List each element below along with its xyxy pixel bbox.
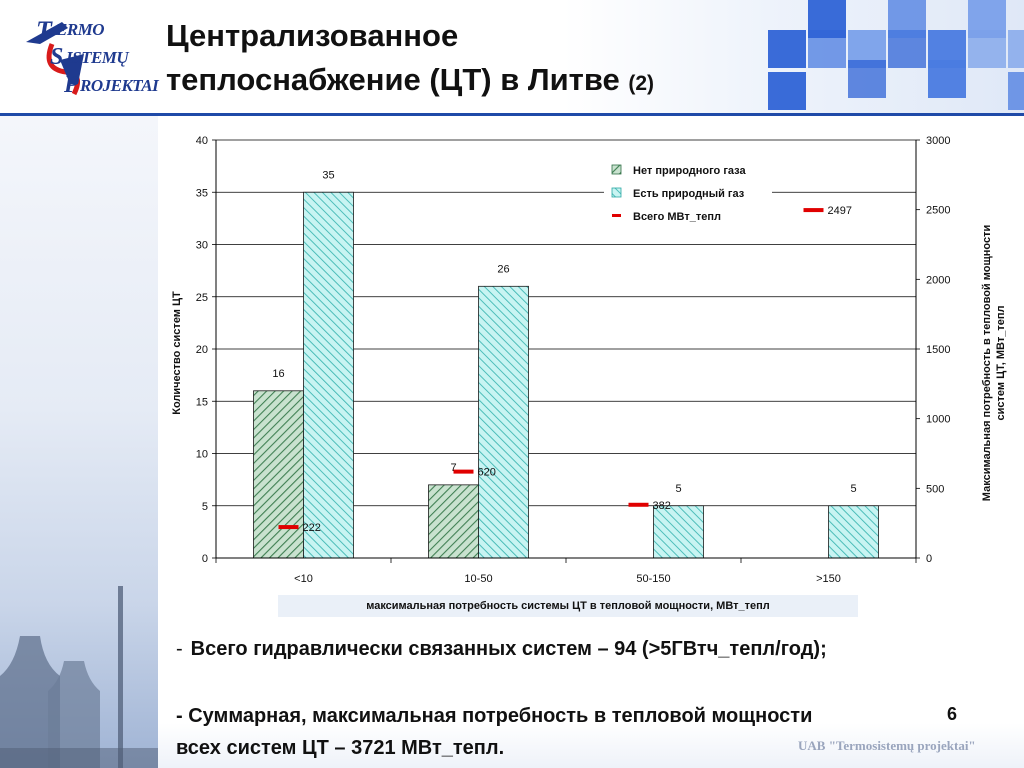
decorative-square [928,60,966,98]
title-suffix: (2) [628,72,655,95]
bar-no-gas [428,484,479,559]
bar-no-gas [253,390,304,559]
page-number: 6 [947,704,958,724]
y-axis-left-label: Количество систем ЦТ [171,291,183,415]
chart-panel: 16 35 7 26 5 5 222 620 382 2497 0 5 10 15 20 25 30 35 40… [164,128,1024,618]
logo-word-3: ROJEKTAI [80,76,159,95]
bullet-total-capacity: - Суммарная, максимальная потребность в … [176,700,1006,764]
y-left-tick-label: 25 [196,292,208,304]
y-right-tick-label: 2000 [926,274,950,286]
y-left-tick-label: 15 [196,396,208,408]
y-right-tick-label: 500 [926,483,944,495]
y-right-tick-label: 1000 [926,414,950,426]
total-capacity-marker [278,525,299,530]
x-axis-title: максимальная потребность системы ЦТ в те… [366,600,770,612]
bar-gas [478,285,529,559]
header-divider [0,113,1024,116]
decorative-square [768,72,806,110]
legend-label-no-gas: Нет природного газа [633,165,746,177]
page-title: Централизованное теплоснабжение (ЦТ) в Л… [166,14,766,106]
legend-label-gas: Есть природный газ [633,188,745,200]
y-left-tick-label: 35 [196,187,208,199]
bar-gas [303,191,354,559]
total-capacity-marker [628,502,649,507]
total-capacity-label: 222 [303,522,321,534]
left-decorative-band [0,116,158,768]
decorative-square [768,30,806,68]
total-capacity-label: 382 [653,500,671,512]
x-tick-label: 50-150 [636,573,670,585]
total-capacity-marker [453,469,474,474]
company-logo: T ERMO S ISTEMŲ P ROJEKTAI [22,14,159,104]
y-left-tick-label: 40 [196,135,208,147]
legend-label-total: Всего МВт_тепл [633,211,721,223]
logo-initial-s: S [50,44,63,70]
title-line-1: Централизованное [166,18,459,53]
x-tick-label: <10 [294,573,313,585]
bullet-dash: - [176,638,183,660]
bar-value-label: 35 [322,169,334,181]
bottom-text-area [158,618,1024,768]
y-right-tick-label: 1500 [926,344,950,356]
y-left-tick-label: 10 [196,449,208,461]
y-right-tick-label: 2500 [926,205,950,217]
y-left-tick-label: 20 [196,344,208,356]
title-line-2: теплоснабжение (ЦТ) в Литве (2) [166,58,766,106]
decorative-square [1008,72,1024,110]
decorative-square [1008,30,1024,68]
y-axis-right-label-line2: систем ЦТ, МВт_тепл [995,306,1007,421]
decorative-square [968,0,1006,38]
total-capacity-marker [803,208,824,213]
legend-swatch-gas [611,187,622,198]
logo-initial-p: P [64,72,79,98]
logo-word-2: ISTEMŲ [66,48,129,67]
y-left-tick-label: 30 [196,240,208,252]
bar-value-label: 26 [497,263,509,275]
bar-value-label: 5 [675,483,681,495]
bullet-total-capacity-line1: - Суммарная, максимальная потребность в … [176,705,813,727]
bar-value-label: 7 [450,462,456,474]
y-axis-right-label-line1: Максимальная потребность в тепловой мощн… [981,225,993,501]
bar-value-label: 5 [850,483,856,495]
logo-initial-t: T [36,16,52,45]
bullet-total-capacity-line2: всех систем ЦТ – 3721 МВт_тепл. [176,737,505,759]
bullet-total-systems-text: Всего гидравлически связанных систем – 9… [190,638,827,660]
bar-chart: 16 35 7 26 5 5 222 620 382 2497 0 5 10 15 20 25 30 35 40… [171,135,1007,585]
x-tick-label: 10-50 [464,573,492,585]
y-right-tick-label: 3000 [926,135,950,147]
y-left-tick-label: 0 [202,553,208,565]
legend-swatch-no-gas [611,164,622,175]
footer-brand: UAB "Termosistemų projektai" [798,738,976,753]
bullet-total-systems: - Всего гидравлически связанных систем – … [176,638,1016,661]
total-capacity-label: 620 [478,467,496,479]
bar-gas [828,505,879,559]
decorative-square [888,0,926,38]
x-axis-title-box [278,595,858,617]
legend-swatch-total [612,214,621,217]
chart-legend: Нет природного газа Есть природный газ В… [604,158,772,228]
y-left-tick-label: 5 [202,501,208,513]
title-line-2-text: теплоснабжение (ЦТ) в Литве [166,62,620,97]
decorative-square [808,0,846,38]
bar-value-label: 16 [272,368,284,380]
decorative-square [848,60,886,98]
y-right-tick-label: 0 [926,553,932,565]
total-capacity-label: 2497 [828,205,852,217]
x-tick-label: >150 [816,573,841,585]
logo-word-1: ERMO [56,20,105,39]
bar-gas [653,505,704,559]
